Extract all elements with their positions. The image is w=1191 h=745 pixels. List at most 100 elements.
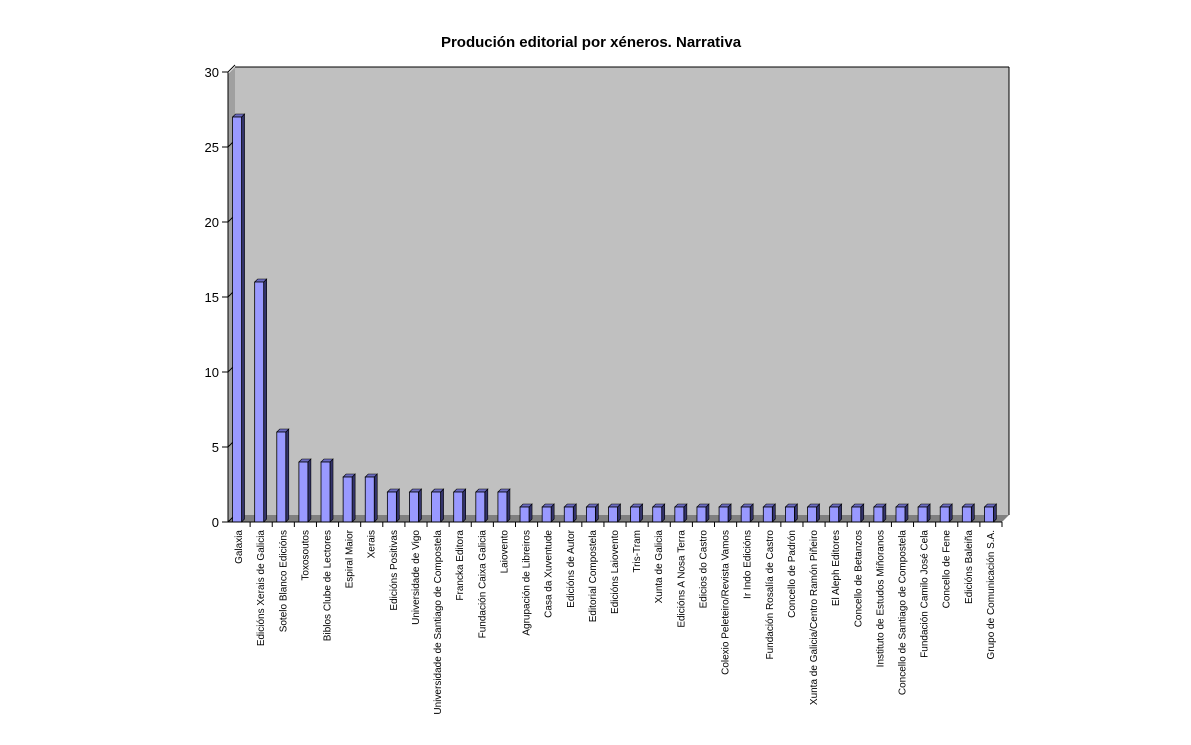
bar	[430, 488, 445, 523]
bar	[674, 503, 688, 523]
x-tick-label: Concello de Betanzos	[853, 530, 864, 627]
bar	[320, 458, 334, 523]
bar	[364, 473, 378, 523]
bar	[762, 503, 777, 523]
bar-front	[718, 506, 729, 523]
bar-front	[762, 506, 773, 523]
bar-front	[674, 506, 685, 523]
bar-front	[475, 491, 486, 523]
bar	[939, 503, 953, 523]
bar-front	[585, 506, 596, 523]
bar-front	[519, 506, 530, 523]
y-axis: 0 5 10 15 20 25 30	[205, 64, 236, 530]
bar	[585, 503, 600, 523]
bar	[231, 113, 246, 523]
bar	[519, 503, 533, 523]
bar-side	[418, 488, 422, 523]
y-tick-label: 0	[212, 515, 219, 530]
x-tick-label: Toxosoutos	[300, 530, 311, 581]
bar	[828, 503, 843, 523]
bar-front	[364, 476, 375, 523]
x-tick-label: Espiral Maior	[345, 529, 356, 588]
x-tick-label: Edicios do Castro	[698, 530, 709, 609]
bar-side	[396, 488, 400, 523]
x-tick-label: Biblos Clube de Lectores	[323, 530, 334, 641]
bar	[652, 503, 666, 523]
bar	[740, 503, 754, 523]
bar-side	[263, 278, 267, 523]
bar-side	[484, 488, 489, 523]
bar	[563, 503, 577, 523]
x-tick-label: Universidade de Vigo	[411, 530, 422, 625]
bar-side	[373, 473, 378, 523]
bar-side	[351, 473, 356, 523]
x-tick-label: Tris-Tram	[632, 530, 643, 573]
x-tick-label: Fundación Rosalía de Castro	[765, 530, 776, 660]
bar	[253, 278, 268, 523]
x-tick-label: Francka Editora	[455, 530, 466, 601]
x-tick-label: Xunta de Galicia	[654, 530, 665, 604]
bar-front	[563, 506, 574, 523]
bar-side	[241, 113, 245, 523]
x-tick-label: El Aleph Editores	[831, 530, 842, 606]
x-tick-label: Edicións Laiovento	[610, 530, 621, 614]
y-tick-label: 25	[205, 140, 219, 155]
bar-front	[740, 506, 751, 523]
x-tick-label: Editorial Compostela	[588, 530, 599, 623]
bar	[475, 488, 489, 523]
bar-front	[386, 491, 397, 523]
x-tick-label: Laiovento	[499, 530, 510, 574]
bar	[806, 503, 821, 523]
bar-front	[939, 506, 950, 523]
bar-front	[320, 461, 331, 523]
x-tick-label: Xunta de Galicia/Centro Ramón Piñeiro	[809, 530, 820, 706]
bar-front	[608, 506, 618, 523]
bar	[276, 428, 290, 523]
bar-front	[807, 506, 817, 523]
bar-front	[497, 491, 508, 523]
x-tick-label: Edicións Positivas	[389, 530, 400, 611]
bar	[983, 503, 998, 523]
bar-front	[298, 461, 309, 523]
x-tick-label: Grupo de Comunicación S.A.	[986, 530, 997, 660]
x-tick-label: Xerais	[367, 530, 378, 558]
y-tick-label: 20	[205, 215, 219, 230]
bar-front	[342, 476, 353, 523]
bar-front	[453, 491, 464, 523]
bar-side	[506, 488, 511, 523]
bar-front	[232, 116, 242, 523]
bar-front	[652, 506, 663, 523]
bar	[298, 458, 312, 523]
bar	[607, 503, 622, 523]
bar-side	[329, 458, 334, 523]
plot-back-wall	[235, 67, 1009, 515]
bar-front	[895, 506, 906, 523]
x-tick-label: Casa da Xuventude	[544, 530, 555, 618]
bar	[408, 488, 423, 523]
x-tick-label: Instituto de Estudos Miñoranos	[875, 530, 886, 667]
bar	[541, 503, 555, 523]
bar	[342, 473, 356, 523]
y-tick-label: 10	[205, 365, 219, 380]
bar	[497, 488, 511, 523]
x-tick-label: Colexio Peleteiro/Revista Vamos	[721, 530, 732, 675]
x-tick-label: Edicións A Nosa Terra	[676, 530, 687, 628]
x-tick-label: Concello de Padrón	[787, 530, 798, 618]
bar-front	[541, 506, 552, 523]
chart-title: Produción editorial por xéneros. Narrati…	[441, 34, 742, 51]
y-tick-depth	[227, 64, 236, 73]
bar	[917, 503, 931, 523]
bar	[386, 488, 401, 523]
bar-front	[630, 506, 641, 523]
bar	[629, 503, 644, 523]
bar	[696, 503, 710, 523]
bar-side	[462, 488, 467, 523]
bar-front	[254, 281, 265, 523]
bar-front	[431, 491, 441, 523]
bar	[873, 503, 887, 523]
bar-front	[917, 506, 928, 523]
bar-front	[696, 506, 707, 523]
bar	[718, 503, 732, 523]
x-axis: Galaxia Edicións Xerais de Galicia Sotelo …	[228, 521, 1003, 715]
